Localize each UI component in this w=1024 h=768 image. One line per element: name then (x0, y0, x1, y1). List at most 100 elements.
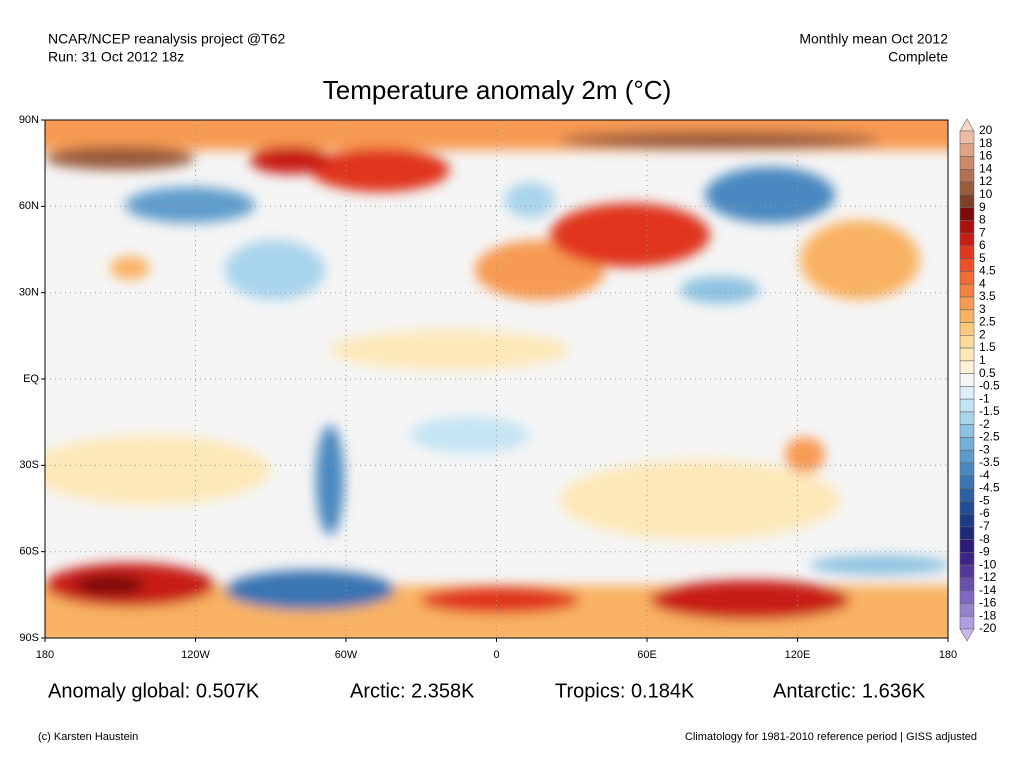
colorbar-box (959, 130, 975, 145)
colorbar-box (959, 603, 975, 617)
colorbar-end (959, 118, 975, 132)
colorbar-box (959, 539, 975, 553)
colorbar-label: 8 (979, 213, 986, 227)
colorbar-label: 1 (979, 353, 986, 367)
colorbar-label: 3.5 (979, 289, 996, 303)
colorbar-box (959, 411, 975, 425)
colorbar-label: 12 (979, 174, 993, 188)
lon-label: 120E (785, 649, 811, 661)
colorbar-label: -12 (979, 570, 997, 584)
colorbar-box (959, 271, 975, 285)
axes: 90N 60N 30N EQ 30S 60S 90S 180 120W 60W 0 60E 120E 18… (19, 114, 957, 661)
lat-label: 60N (19, 200, 39, 212)
colorbar-box (959, 181, 975, 196)
colorbar-box (959, 424, 975, 438)
colorbar-box (959, 207, 975, 221)
colorbar-label: 9 (979, 200, 986, 214)
lat-label: 30N (19, 287, 39, 299)
title: Temperature anomaly 2m (°C) (323, 75, 672, 105)
colorbar-box (959, 564, 975, 579)
colorbar-box (959, 335, 975, 349)
colorbar-label: -1.5 (979, 404, 1000, 418)
stat: Arctic: 2.358K (350, 680, 475, 702)
lat-label: 90N (19, 114, 39, 126)
colorbar-label: 5 (979, 251, 986, 265)
colorbar-box (959, 449, 975, 464)
lon-label: 60W (335, 649, 358, 661)
lat-label: EQ (23, 373, 39, 385)
colorbar-label: -18 (979, 608, 997, 622)
colorbar-label: -6 (979, 506, 990, 520)
colorbar-box (959, 577, 975, 591)
colorbar-label: 20 (979, 123, 993, 137)
colorbar-box (959, 143, 975, 157)
colorbar-label: 2.5 (979, 315, 996, 329)
colorbar-box (959, 283, 975, 298)
colorbar-label: -3 (979, 442, 990, 456)
lon-label: 0 (493, 649, 499, 661)
stat: Tropics: 0.184K (555, 680, 695, 702)
colorbar-label: 4.5 (979, 264, 996, 278)
colorbar-label: -10 (979, 557, 997, 571)
colorbar-end (959, 628, 975, 642)
colorbar-label: 4 (979, 276, 986, 290)
colorbar-box (959, 232, 975, 247)
stat: Antarctic: 1.636K (773, 680, 926, 702)
colorbar-label: 1.5 (979, 340, 996, 354)
colorbar-box (959, 513, 975, 528)
lat-label: 90S (19, 632, 39, 644)
colorbar-label: -2.5 (979, 430, 1000, 444)
colorbar-label: -5 (979, 493, 990, 507)
colorbar-label: -7 (979, 519, 990, 533)
colorbar: 201816141210987654.543.532.521.510.5-0.5… (959, 118, 1000, 642)
graticule (45, 120, 948, 638)
colorbar-label: 0.5 (979, 366, 996, 380)
colorbar-box (959, 347, 975, 362)
colorbar-label: 3 (979, 302, 986, 316)
lon-label: 60E (637, 649, 657, 661)
colorbar-box (959, 437, 975, 451)
lon-label: 120W (181, 649, 210, 661)
colorbar-box (959, 373, 975, 387)
lon-label: 180 (939, 649, 957, 661)
colorbar-box (959, 590, 975, 604)
colorbar-label: -20 (979, 621, 997, 635)
colorbar-box (959, 322, 975, 336)
colorbar-box (959, 360, 975, 374)
lat-label: 30S (19, 459, 39, 471)
lon-label: 180 (36, 649, 54, 661)
colorbar-box (959, 488, 975, 502)
colorbar-box (959, 615, 975, 630)
colorbar-label: -3.5 (979, 455, 1000, 469)
colorbar-box (959, 501, 975, 515)
stat: Anomaly global: 0.507K (48, 680, 260, 702)
colorbar-label: -4 (979, 468, 990, 482)
colorbar-box (959, 475, 975, 489)
colorbar-label: -1 (979, 391, 990, 405)
colorbar-box (959, 398, 975, 413)
colorbar-box (959, 296, 975, 311)
colorbar-label: 10 (979, 187, 993, 201)
colorbar-box (959, 156, 975, 170)
colorbar-label: -2 (979, 417, 990, 431)
footer-right: Climatology for 1981-2010 reference peri… (685, 731, 977, 743)
colorbar-box (959, 258, 975, 272)
colorbar-box (959, 169, 975, 183)
colorbar-label: -8 (979, 532, 990, 546)
header-line: Monthly mean Oct 2012 (799, 31, 948, 47)
footer-left: (c) Karsten Haustein (38, 731, 138, 743)
colorbar-box (959, 526, 975, 540)
colorbar-box (959, 220, 975, 234)
colorbar-label: -9 (979, 545, 990, 559)
header-line: NCAR/NCEP reanalysis project @T62 (48, 31, 285, 47)
colorbar-box (959, 462, 975, 477)
map (45, 120, 948, 638)
colorbar-box (959, 194, 975, 208)
colorbar-label: -16 (979, 596, 997, 610)
colorbar-label: -4.5 (979, 481, 1000, 495)
colorbar-box (959, 386, 975, 400)
header-line: Complete (888, 49, 948, 65)
colorbar-label: -0.5 (979, 379, 1000, 393)
colorbar-label: 7 (979, 225, 986, 239)
